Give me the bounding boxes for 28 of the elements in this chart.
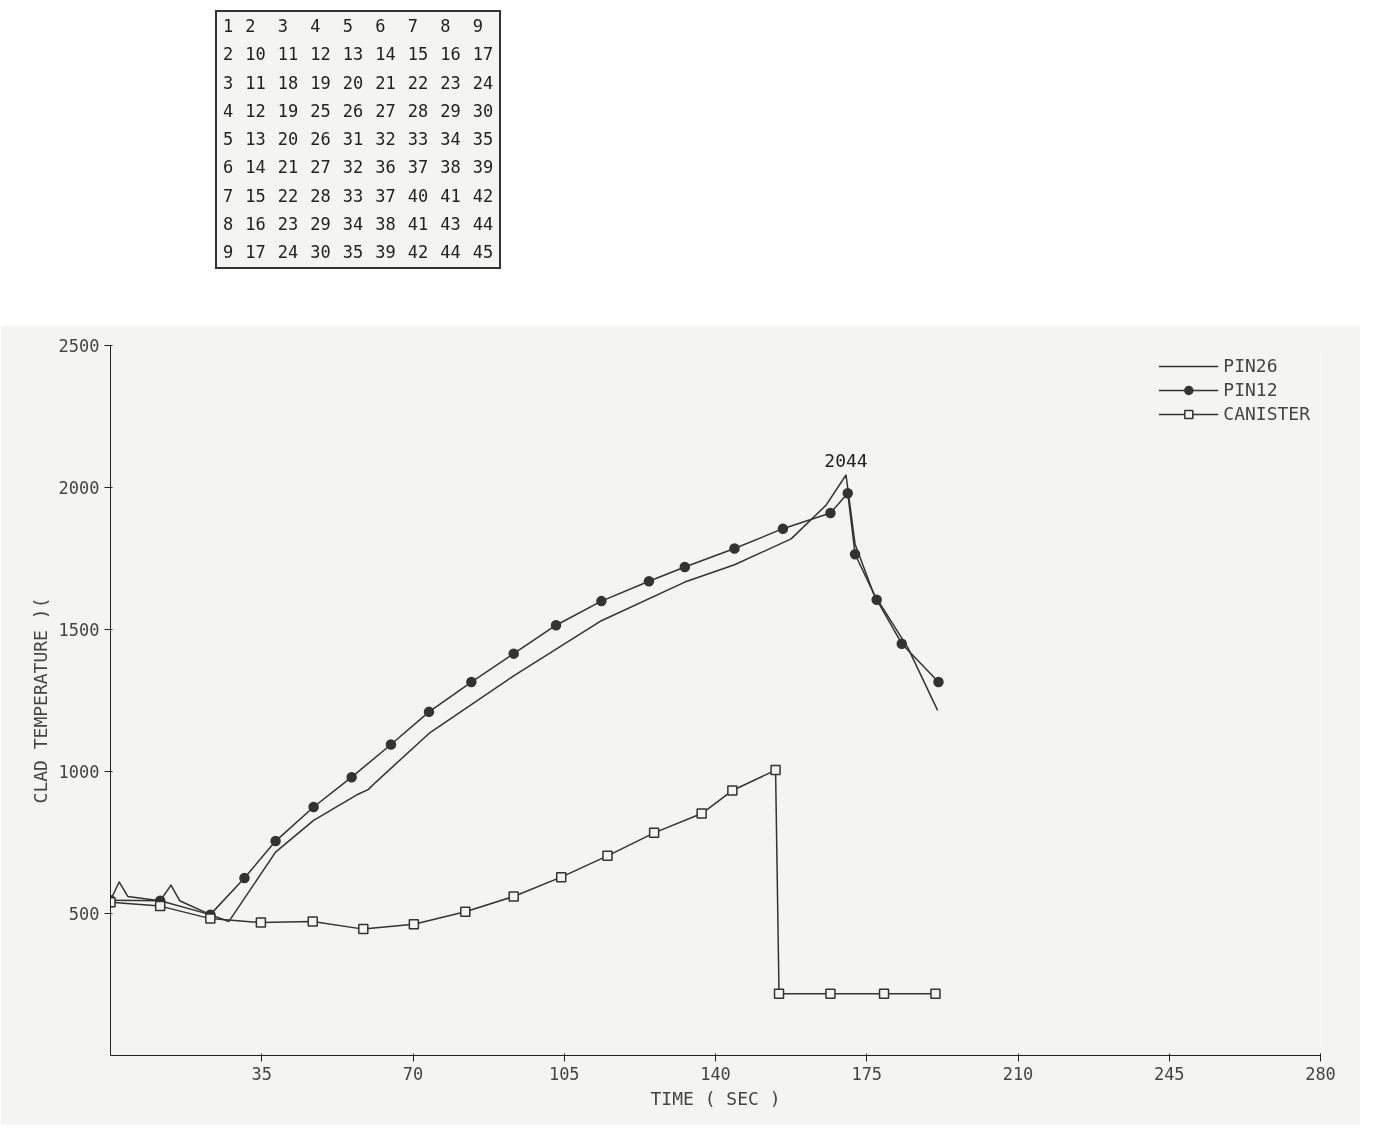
x-tick-label: 70 (402, 1063, 424, 1084)
text: 1 2 3 4 5 6 7 8 9 (223, 16, 483, 36)
y-tick-label: 1500 (58, 620, 100, 640)
text: 6 14 21 27 32 36 37 38 39 (223, 157, 494, 178)
x-tick-label: 210 (1002, 1063, 1034, 1084)
text: 8 16 23 29 34 38 41 43 44 (223, 213, 494, 234)
y-axis-title: CLAD TEMPERATURE )( (29, 597, 51, 804)
y-tick-label: 500 (68, 904, 100, 924)
x-tick-label: 245 (1153, 1063, 1185, 1084)
text: 2 10 11 12 13 14 15 16 17 (223, 44, 494, 65)
x-tick-label: 280 (1305, 1063, 1336, 1084)
legend-label: CANISTER (1223, 403, 1310, 424)
text: 9 17 24 30 35 39 42 44 45 (223, 242, 494, 263)
x-tick-label: 35 (251, 1063, 272, 1084)
legend-label: PIN26 (1223, 355, 1278, 376)
text: 4 12 19 25 26 27 28 29 30 (223, 100, 494, 121)
x-tick-label: 175 (851, 1063, 883, 1084)
y-tick-label: 2000 (58, 478, 100, 498)
text: 7 15 22 28 33 37 40 41 42 (223, 185, 494, 206)
text: 5 13 20 26 31 32 33 34 35 (223, 129, 494, 150)
annotation: 2044 (824, 450, 868, 471)
x-tick-label: 105 (548, 1063, 580, 1084)
x-tick-label: 140 (700, 1063, 731, 1084)
text: 3 11 18 19 20 21 22 23 24 (223, 72, 494, 93)
y-tick-label: 1000 (58, 762, 100, 782)
x-axis-title: TIME ( SEC ) (650, 1087, 781, 1109)
legend-label: PIN12 (1223, 379, 1278, 400)
y-tick-label: 2500 (58, 336, 100, 356)
